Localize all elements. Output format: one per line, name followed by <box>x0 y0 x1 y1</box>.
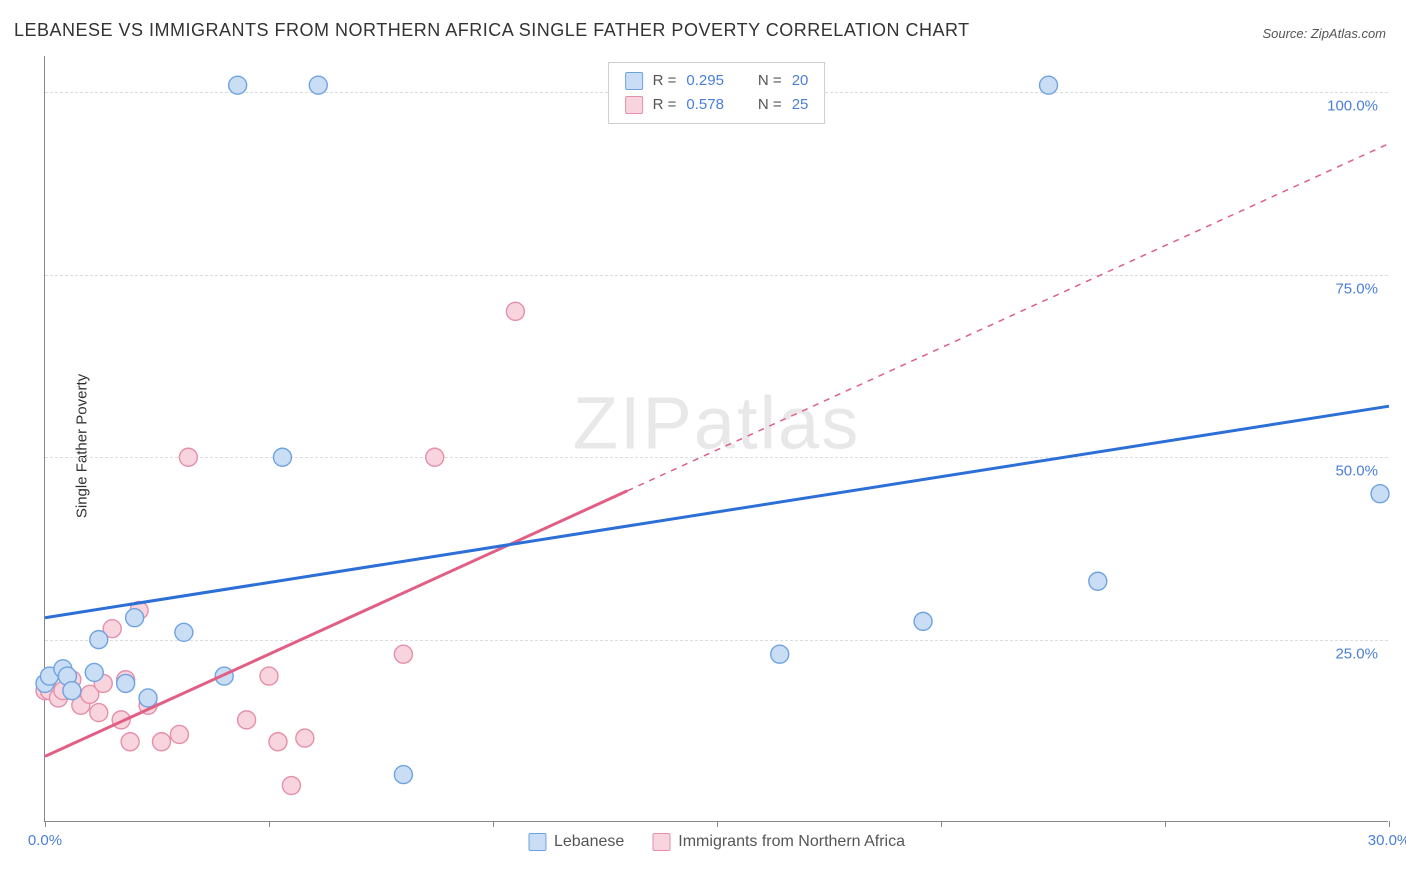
data-point <box>394 766 412 784</box>
stat-n-label: N = <box>758 69 782 93</box>
data-point <box>771 645 789 663</box>
data-point <box>238 711 256 729</box>
data-point <box>117 674 135 692</box>
series-legend-item: Immigrants from Northern Africa <box>652 833 905 851</box>
stat-legend: R = 0.295 N = 20 R = 0.578 N = 25 <box>608 62 826 124</box>
data-point <box>179 448 197 466</box>
stat-r-value: 0.578 <box>686 93 724 117</box>
x-tick <box>1165 821 1166 827</box>
data-point <box>90 631 108 649</box>
scatter-svg <box>45 56 1388 821</box>
x-tick <box>493 821 494 827</box>
data-point <box>1371 485 1389 503</box>
data-point <box>506 302 524 320</box>
data-point <box>126 609 144 627</box>
data-point <box>175 623 193 641</box>
x-tick <box>717 821 718 827</box>
stat-n-value: 25 <box>792 93 809 117</box>
x-tick <box>269 821 270 827</box>
data-point <box>296 729 314 747</box>
series-legend-label: Lebanese <box>554 833 624 851</box>
trend-line-dashed <box>627 144 1389 491</box>
series-legend: Lebanese Immigrants from Northern Africa <box>528 833 905 851</box>
data-point <box>85 663 103 681</box>
data-point <box>229 76 247 94</box>
legend-swatch <box>625 72 643 90</box>
stat-legend-row: R = 0.578 N = 25 <box>625 93 809 117</box>
chart-container: LEBANESE VS IMMIGRANTS FROM NORTHERN AFR… <box>0 0 1406 892</box>
data-point <box>269 733 287 751</box>
data-point <box>260 667 278 685</box>
stat-n-value: 20 <box>792 69 809 93</box>
x-tick-label: 30.0% <box>1368 832 1406 849</box>
data-point <box>426 448 444 466</box>
legend-swatch <box>528 833 546 851</box>
data-point <box>139 689 157 707</box>
data-point <box>1089 572 1107 590</box>
x-tick <box>1389 821 1390 827</box>
stat-r-value: 0.295 <box>686 69 724 93</box>
legend-swatch <box>625 96 643 114</box>
stat-n-label: N = <box>758 93 782 117</box>
data-point <box>309 76 327 94</box>
data-point <box>914 612 932 630</box>
x-tick-label: 0.0% <box>28 832 62 849</box>
data-point <box>63 682 81 700</box>
plot-area: ZIPatlas 25.0%50.0%75.0%100.0% R =0.295N… <box>44 56 1388 822</box>
data-point <box>1040 76 1058 94</box>
legend-swatch <box>652 833 670 851</box>
data-point <box>90 704 108 722</box>
x-tick <box>45 821 46 827</box>
stat-r-label: R = <box>653 69 677 93</box>
data-point <box>282 777 300 795</box>
source-label: Source: ZipAtlas.com <box>1262 26 1386 41</box>
data-point <box>170 725 188 743</box>
series-legend-label: Immigrants from Northern Africa <box>678 833 905 851</box>
chart-title: LEBANESE VS IMMIGRANTS FROM NORTHERN AFR… <box>14 20 970 41</box>
stat-r-label: R = <box>653 93 677 117</box>
trend-line <box>45 406 1389 618</box>
data-point <box>152 733 170 751</box>
x-tick <box>941 821 942 827</box>
data-point <box>273 448 291 466</box>
data-point <box>394 645 412 663</box>
series-legend-item: Lebanese <box>528 833 624 851</box>
data-point <box>121 733 139 751</box>
stat-legend-row: R = 0.295 N = 20 <box>625 69 809 93</box>
